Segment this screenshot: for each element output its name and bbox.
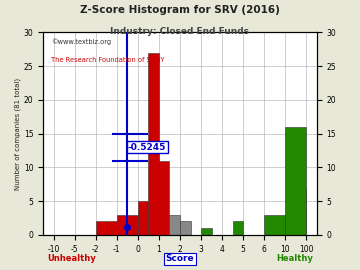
Text: Unhealthy: Unhealthy — [47, 254, 95, 263]
Bar — [96, 221, 117, 235]
Bar — [180, 221, 190, 235]
Y-axis label: Number of companies (81 total): Number of companies (81 total) — [14, 77, 21, 190]
Text: ©www.textbiz.org: ©www.textbiz.org — [51, 39, 112, 45]
Bar — [117, 215, 138, 235]
Bar — [159, 161, 170, 235]
Bar — [138, 201, 148, 235]
Bar — [285, 127, 306, 235]
Text: Industry: Closed End Funds: Industry: Closed End Funds — [111, 27, 249, 36]
Bar — [170, 215, 180, 235]
Text: Z-Score Histogram for SRV (2016): Z-Score Histogram for SRV (2016) — [80, 5, 280, 15]
Text: Score: Score — [166, 254, 194, 263]
Text: -0.5245: -0.5245 — [128, 143, 166, 152]
Bar — [201, 228, 212, 235]
Text: Healthy: Healthy — [276, 254, 313, 263]
Text: The Research Foundation of SUNY: The Research Foundation of SUNY — [51, 57, 165, 63]
Bar — [148, 53, 159, 235]
Bar — [233, 221, 243, 235]
Bar — [264, 215, 285, 235]
